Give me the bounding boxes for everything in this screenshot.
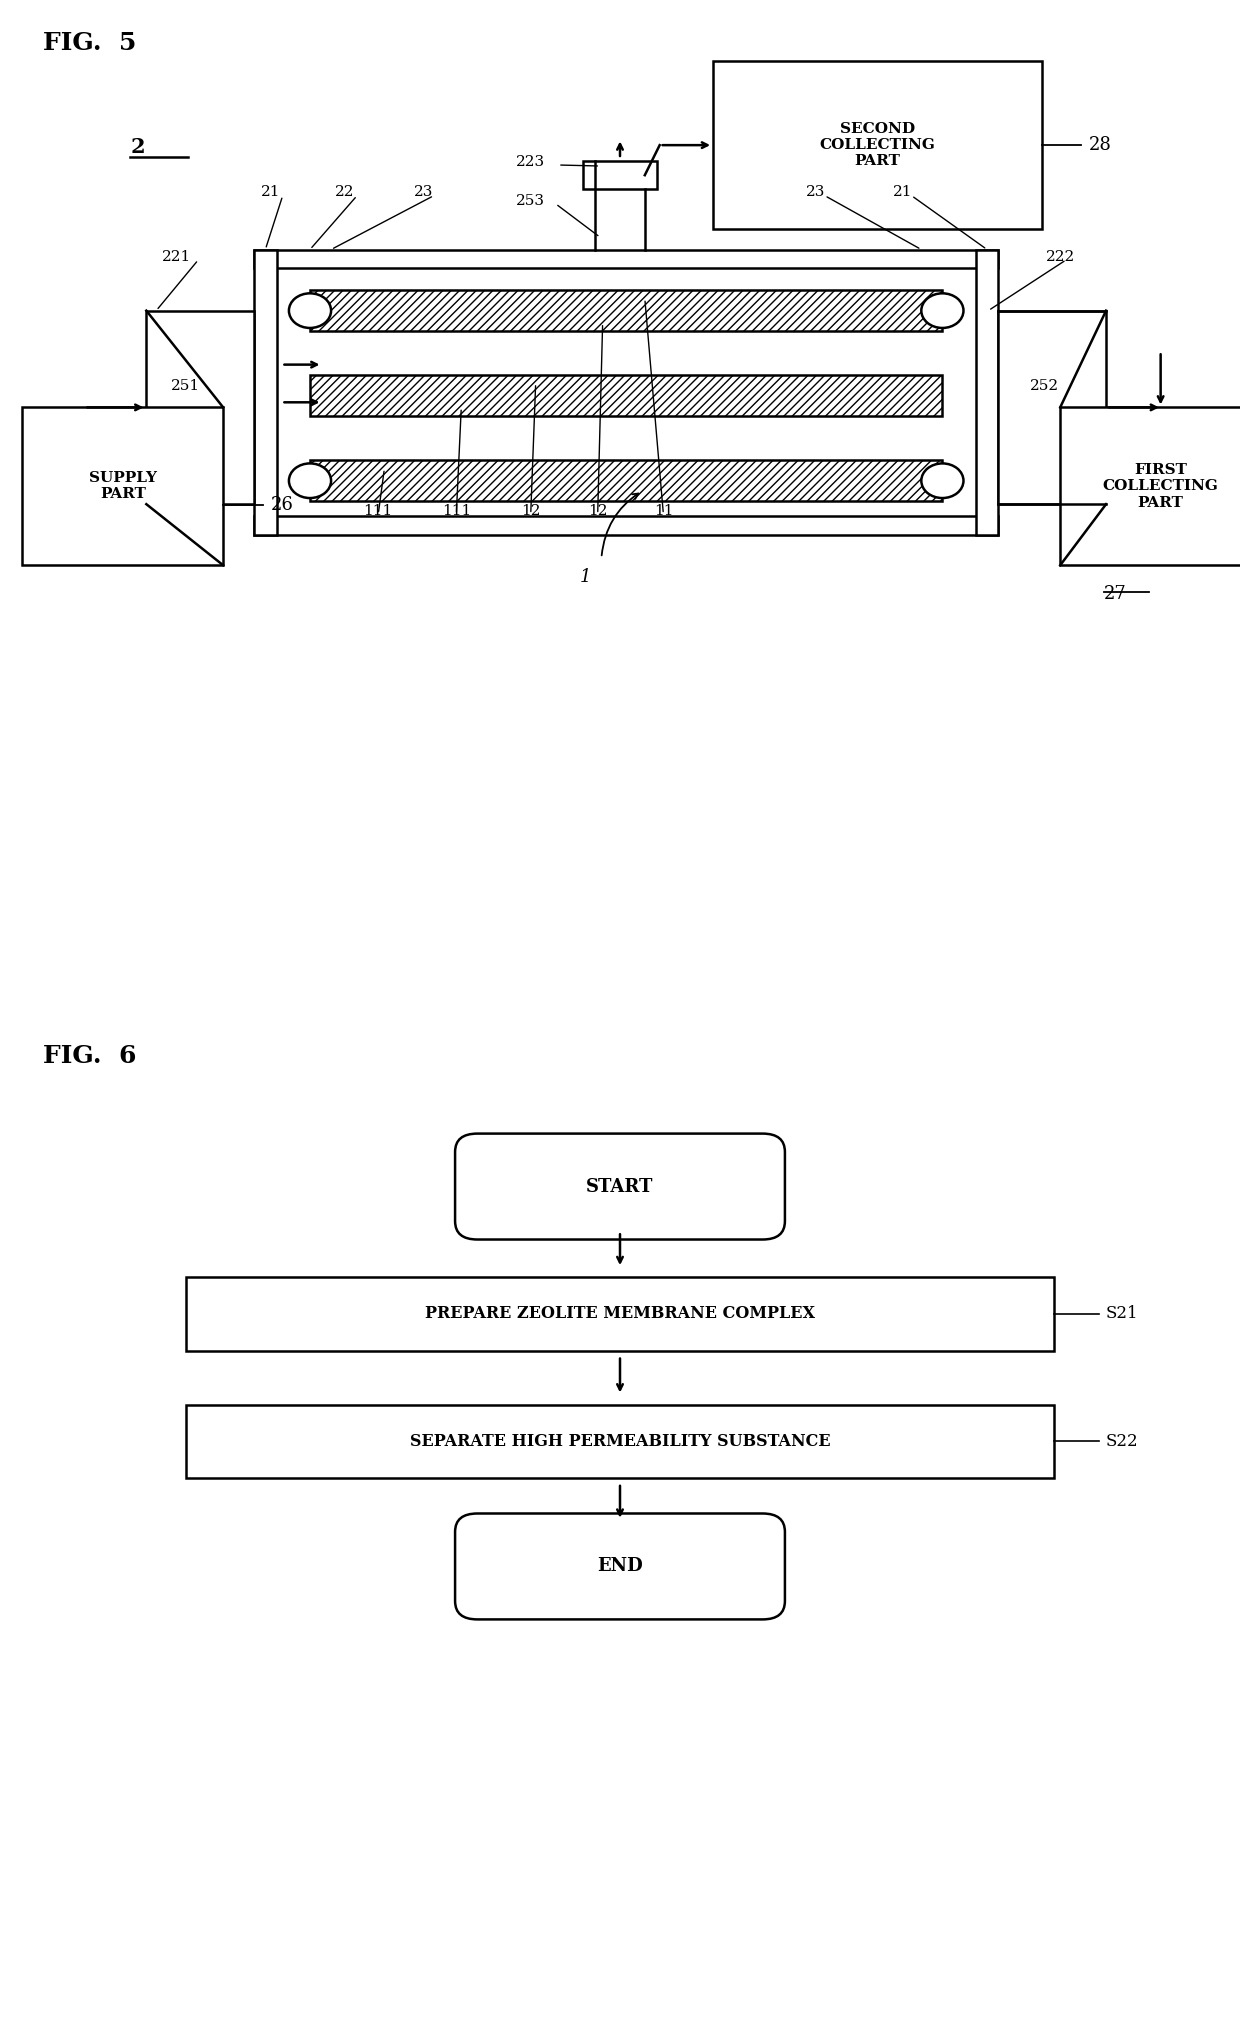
Text: FIRST
COLLECTING
PART: FIRST COLLECTING PART — [1102, 462, 1219, 509]
Bar — [1060, 407, 1240, 564]
Polygon shape — [310, 460, 942, 501]
Polygon shape — [310, 375, 942, 416]
Bar — [583, 161, 657, 189]
FancyBboxPatch shape — [455, 1513, 785, 1619]
Text: S21: S21 — [1106, 1306, 1138, 1322]
Text: 11: 11 — [653, 505, 673, 517]
Text: END: END — [598, 1558, 642, 1575]
Text: 21: 21 — [893, 185, 913, 200]
Text: 2: 2 — [130, 139, 145, 157]
Text: SEPARATE HIGH PERMEABILITY SUBSTANCE: SEPARATE HIGH PERMEABILITY SUBSTANCE — [409, 1432, 831, 1450]
Text: 21: 21 — [260, 185, 280, 200]
Text: 251: 251 — [171, 379, 201, 393]
Circle shape — [289, 462, 331, 497]
Text: 222: 222 — [1045, 249, 1075, 263]
FancyBboxPatch shape — [455, 1133, 785, 1238]
Text: 221: 221 — [161, 249, 191, 263]
Bar — [186, 1406, 1054, 1479]
Text: 111: 111 — [363, 505, 393, 517]
Text: 223: 223 — [516, 155, 546, 169]
Polygon shape — [254, 249, 277, 536]
Text: 252: 252 — [1029, 379, 1059, 393]
Text: FIG.  5: FIG. 5 — [43, 31, 136, 55]
Bar — [146, 310, 254, 505]
Circle shape — [921, 293, 963, 328]
Text: 27: 27 — [1104, 585, 1126, 603]
Bar — [22, 407, 223, 564]
Text: S22: S22 — [1106, 1432, 1138, 1450]
Text: FIG.  6: FIG. 6 — [43, 1043, 136, 1067]
Bar — [998, 310, 1106, 505]
Text: 28: 28 — [1089, 136, 1111, 155]
Polygon shape — [254, 517, 998, 536]
Text: 23: 23 — [806, 185, 826, 200]
Text: 253: 253 — [516, 194, 546, 208]
Text: 23: 23 — [414, 185, 434, 200]
Text: SECOND
COLLECTING
PART: SECOND COLLECTING PART — [820, 122, 935, 169]
Polygon shape — [310, 291, 942, 330]
Text: 12: 12 — [521, 505, 541, 517]
Text: START: START — [587, 1177, 653, 1196]
Polygon shape — [254, 249, 998, 267]
Text: 111: 111 — [441, 505, 471, 517]
Bar — [186, 1277, 1054, 1351]
Text: 22: 22 — [335, 185, 355, 200]
Circle shape — [921, 462, 963, 497]
Text: 12: 12 — [588, 505, 608, 517]
Bar — [713, 61, 1042, 228]
Polygon shape — [976, 249, 998, 536]
Text: 1: 1 — [579, 568, 591, 587]
Text: SUPPLY
PART: SUPPLY PART — [89, 471, 156, 501]
Circle shape — [289, 293, 331, 328]
Text: 26: 26 — [270, 497, 293, 513]
Text: PREPARE ZEOLITE MEMBRANE COMPLEX: PREPARE ZEOLITE MEMBRANE COMPLEX — [425, 1306, 815, 1322]
